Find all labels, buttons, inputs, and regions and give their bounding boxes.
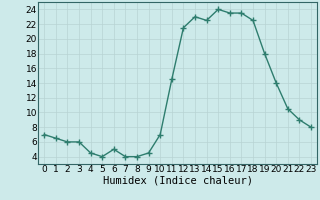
X-axis label: Humidex (Indice chaleur): Humidex (Indice chaleur): [103, 176, 252, 186]
